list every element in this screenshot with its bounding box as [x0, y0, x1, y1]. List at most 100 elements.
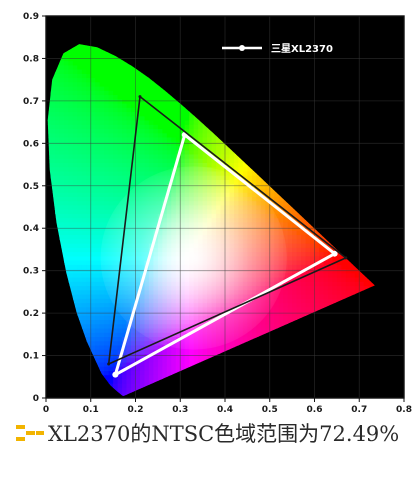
- gamut-cell: [269, 323, 275, 329]
- gamut-cell: [77, 115, 83, 121]
- gamut-cell: [104, 145, 110, 151]
- gamut-cell: [153, 115, 159, 121]
- gamut-cell: [77, 200, 83, 206]
- gamut-cell: [81, 107, 87, 113]
- gamut-cell: [113, 323, 119, 329]
- gamut-cell: [189, 162, 195, 168]
- gamut-cell: [63, 260, 69, 265]
- gamut-cell: [162, 128, 168, 134]
- gamut-cell: [287, 221, 293, 227]
- gamut-cell: [108, 60, 114, 66]
- gamut-cell: [292, 277, 298, 282]
- gamut-cell: [59, 200, 65, 206]
- gamut-cell: [140, 336, 146, 342]
- gamut-cell: [117, 391, 123, 396]
- gamut-cell: [99, 158, 105, 163]
- gamut-cell: [95, 204, 101, 210]
- gamut-cell: [68, 162, 74, 168]
- gamut-cell: [72, 124, 78, 129]
- gamut-cell: [162, 357, 168, 363]
- gamut-cell: [287, 294, 293, 299]
- gamut-cell: [99, 132, 105, 138]
- gamut-cell: [108, 328, 114, 333]
- gamut-cell: [126, 361, 132, 367]
- gamut-cell: [122, 73, 128, 79]
- gamut-cell: [72, 230, 78, 236]
- gamut-cell: [166, 162, 172, 168]
- gamut-cell: [122, 378, 128, 384]
- gamut-cell: [269, 315, 275, 320]
- gamut-cell: [184, 128, 190, 134]
- gamut-cell: [72, 170, 78, 176]
- gamut-cell: [55, 158, 61, 163]
- gamut-cell: [86, 52, 92, 57]
- gamut-cell: [162, 370, 168, 376]
- gamut-cell: [95, 158, 101, 163]
- gamut-cell: [59, 153, 65, 159]
- gamut-cell: [283, 200, 289, 206]
- gamut-cell: [251, 179, 257, 185]
- gamut-cell: [90, 170, 96, 176]
- gamut-cell: [180, 366, 186, 371]
- gamut-cell: [55, 90, 61, 96]
- gamut-cell: [59, 132, 65, 138]
- gamut-cell: [166, 366, 172, 371]
- gamut-cell: [99, 332, 105, 337]
- gamut-cell: [184, 111, 190, 117]
- gamut-cell: [126, 175, 132, 180]
- gamut-cell: [180, 115, 186, 121]
- gamut-cell: [55, 192, 61, 197]
- gamut-cell: [95, 336, 101, 342]
- gamut-cell: [86, 260, 92, 265]
- gamut-cell: [140, 383, 146, 388]
- gamut-cell: [68, 272, 74, 278]
- gamut-cell: [140, 344, 146, 350]
- gamut-cell: [68, 64, 74, 70]
- gamut-cell: [95, 289, 101, 295]
- gamut-cell: [59, 145, 65, 151]
- gamut-cell: [86, 175, 92, 180]
- gamut-cell: [140, 158, 146, 163]
- gamut-cell: [135, 378, 141, 384]
- gamut-cell: [104, 298, 110, 304]
- gamut-cell: [265, 319, 271, 325]
- gamut-cell: [90, 349, 96, 354]
- gamut-cell: [81, 175, 87, 180]
- gamut-cell: [126, 81, 132, 87]
- gamut-cell: [95, 145, 101, 151]
- gamut-cell: [260, 192, 266, 197]
- gamut-cell: [305, 234, 311, 240]
- gamut-cell: [140, 120, 146, 125]
- gamut-cell: [63, 64, 69, 70]
- gamut-cell: [113, 60, 119, 66]
- gamut-cell: [162, 94, 168, 100]
- gamut-cell: [189, 145, 195, 151]
- gamut-cell: [55, 73, 61, 79]
- gamut-cell: [59, 60, 65, 66]
- gamut-cell: [86, 332, 92, 337]
- gamut-cell: [90, 153, 96, 159]
- gamut-cell: [126, 383, 132, 388]
- gamut-cell: [305, 289, 311, 295]
- gamut-cell: [287, 260, 293, 265]
- gamut-cell: [135, 361, 141, 367]
- gamut-cell: [72, 217, 78, 223]
- gamut-cell: [81, 115, 87, 121]
- gamut-cell: [207, 145, 213, 151]
- gamut-cell: [180, 153, 186, 159]
- gamut-cell: [234, 170, 240, 176]
- gamut-cell: [95, 166, 101, 172]
- gamut-cell: [117, 149, 123, 155]
- gamut-cell: [81, 47, 87, 53]
- chromaticity-chart: 0 0.1 0.2 0.3 0.4 0.5 0.6 0.7 0.800.10.20.30.40.…: [23, 12, 412, 415]
- gamut-cell: [126, 336, 132, 342]
- gamut-cell: [148, 107, 154, 113]
- gamut-cell: [108, 158, 114, 163]
- gamut-cell: [72, 285, 78, 291]
- gamut-cell: [95, 107, 101, 113]
- gamut-cell: [104, 86, 110, 91]
- gamut-cell: [72, 209, 78, 214]
- gamut-cell: [90, 162, 96, 168]
- gamut-cell: [95, 81, 101, 87]
- gamut-cell: [72, 94, 78, 100]
